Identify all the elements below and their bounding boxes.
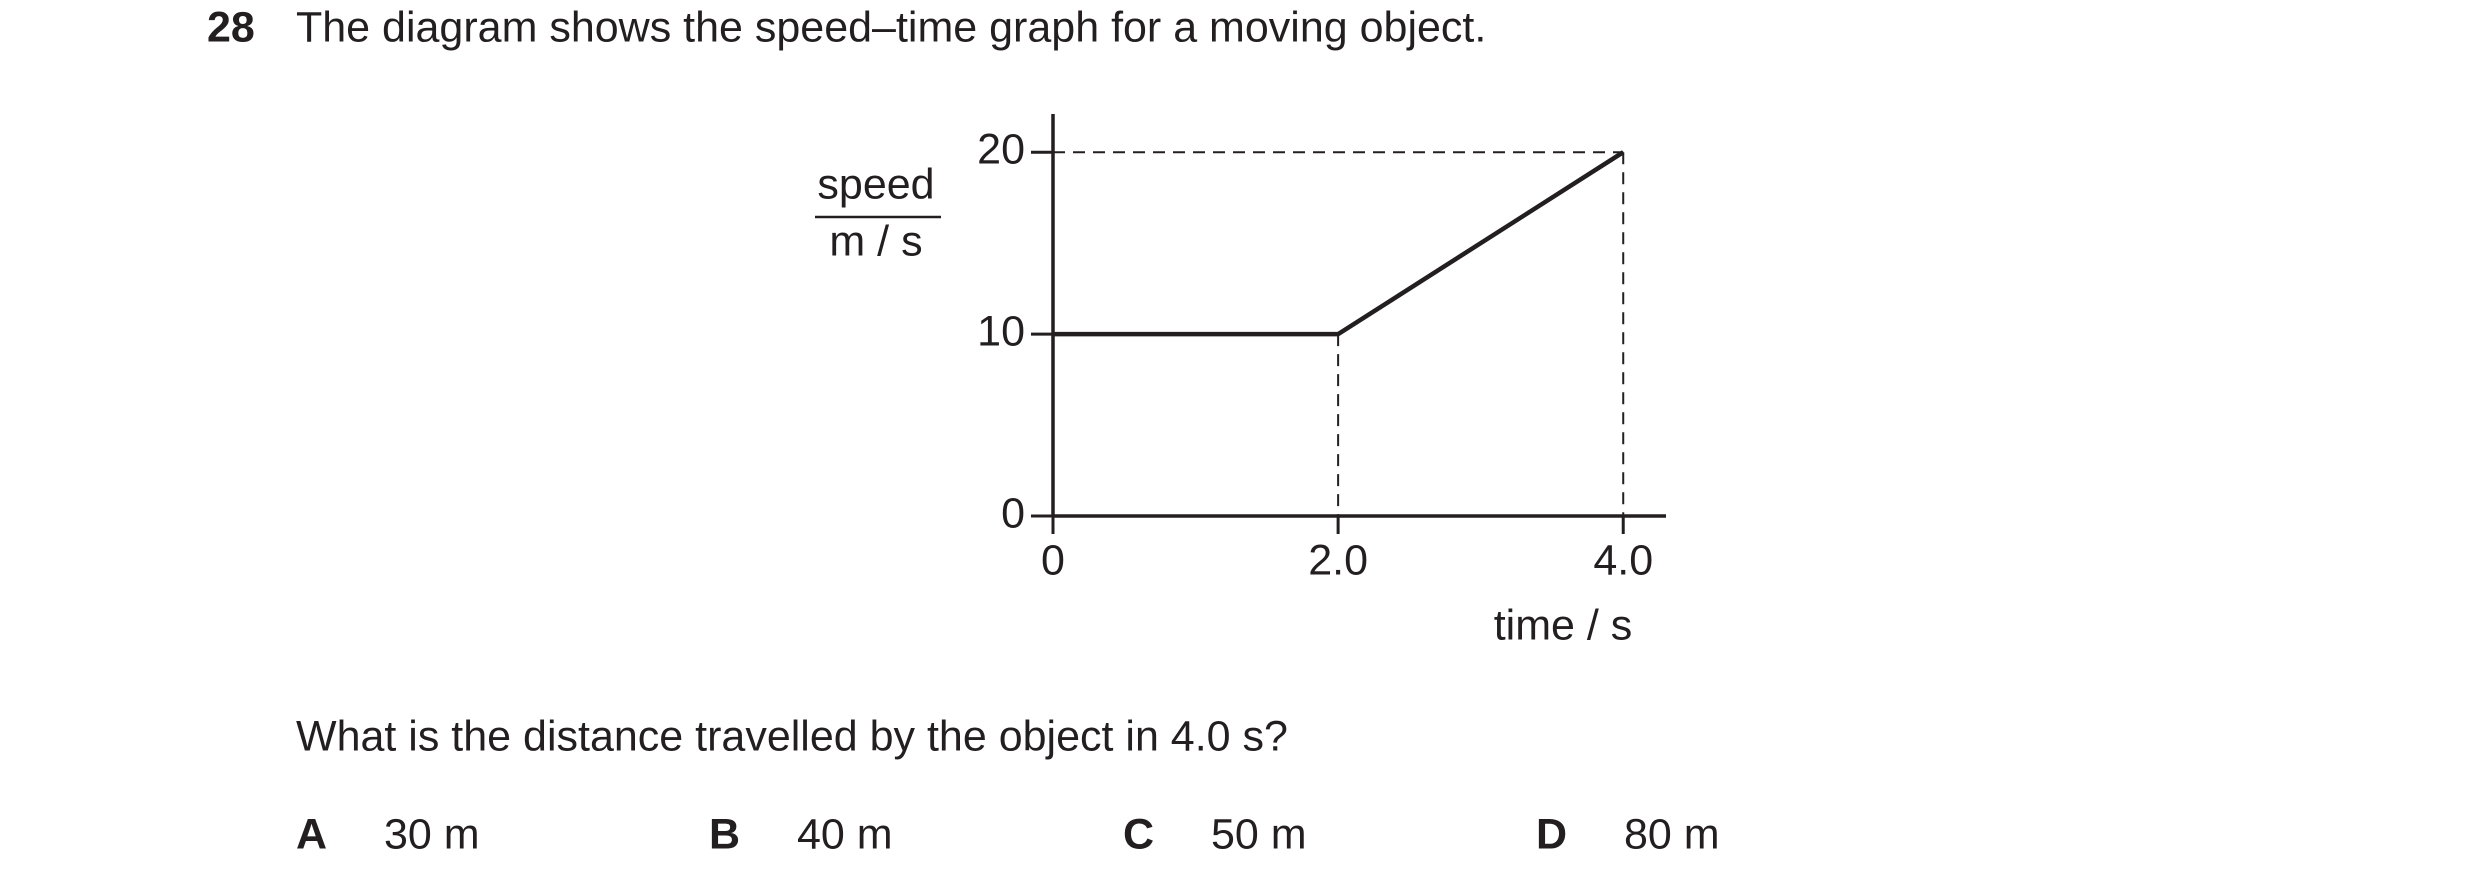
x-tick-label: 4.0	[1593, 536, 1653, 584]
question-prompt: What is the distance travelled by the ob…	[296, 712, 1288, 760]
x-axis-label: time / s	[1494, 601, 1633, 649]
option-text: 50 m	[1211, 810, 1307, 858]
x-tick-label: 0	[1041, 536, 1065, 584]
y-tick-label: 20	[977, 126, 1025, 174]
x-tick-label: 2.0	[1308, 536, 1368, 584]
option-letter: C	[1123, 810, 1154, 858]
option-letter: D	[1536, 810, 1567, 858]
y-axis-label: speed	[817, 160, 934, 208]
question-number: 28	[207, 3, 255, 51]
question-text: The diagram shows the speed–time graph f…	[296, 3, 1486, 51]
data-line	[1053, 150, 1625, 337]
y-tick-label: 0	[1001, 489, 1025, 537]
options: A 30 m B 40 m C 50 m D 80 m	[296, 810, 1720, 858]
y-tick-label: 10	[977, 307, 1025, 355]
option-text: 80 m	[1624, 810, 1720, 858]
option-text: 40 m	[797, 810, 893, 858]
option-letter: A	[296, 810, 327, 858]
y-axis-unit: m / s	[829, 217, 922, 265]
option-letter: B	[709, 810, 740, 858]
option-text: 30 m	[384, 810, 480, 858]
